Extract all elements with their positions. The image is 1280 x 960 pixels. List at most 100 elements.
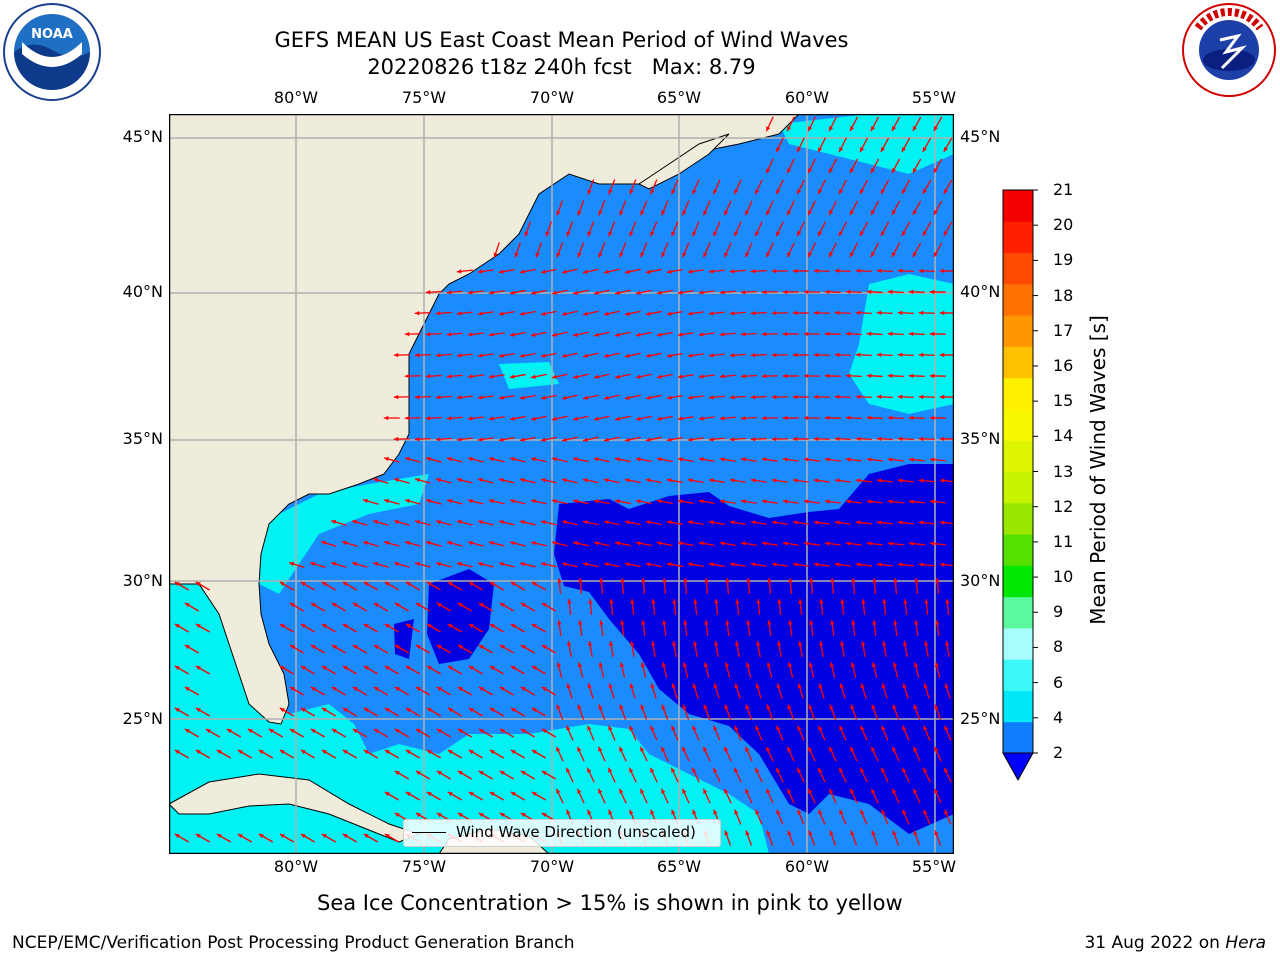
wave-direction-arrowhead <box>734 725 739 731</box>
wave-direction-arrowhead <box>813 478 819 483</box>
wave-direction-arrowhead <box>561 437 567 442</box>
wave-direction-arrowhead <box>645 478 651 483</box>
wave-direction-arrowhead <box>782 415 788 421</box>
wave-direction-arrowhead <box>184 645 190 650</box>
wave-direction-arrowhead <box>703 704 708 710</box>
wave-direction-arrowhead <box>394 771 400 776</box>
wave-direction-arrowhead <box>352 603 358 608</box>
wave-direction-arrowhead <box>566 231 571 237</box>
wave-direction-arrowhead <box>300 834 306 839</box>
wave-direction-arrowhead <box>310 645 316 650</box>
wave-direction-arrowhead <box>787 210 792 216</box>
wave-direction-arrowhead <box>488 332 494 337</box>
wave-direction-arrowhead <box>477 562 483 567</box>
colorbar-tick-label: 21 <box>1053 180 1074 199</box>
wave-direction-arrowhead <box>719 457 725 462</box>
colorbar-segment <box>1003 596 1033 629</box>
wave-direction-arrowhead <box>509 290 515 295</box>
wave-direction-arrowhead <box>363 750 369 755</box>
wave-direction-arrowhead <box>384 540 389 546</box>
colorbar-tick-label: 6 <box>1053 672 1064 692</box>
wave-direction-arrowhead <box>866 373 872 378</box>
wave-direction-arrowhead <box>708 311 714 316</box>
wave-direction-arrowhead <box>352 561 358 567</box>
wave-direction-arrowhead <box>855 310 861 315</box>
wave-direction-arrowhead <box>740 541 746 546</box>
wave-direction-arrowhead <box>708 437 714 442</box>
wave-direction-arrowhead <box>714 599 719 604</box>
wave-direction-arrowhead <box>876 520 882 525</box>
wave-direction-arrowhead <box>373 561 378 567</box>
short-period-region <box>427 569 494 664</box>
wave-direction-arrowhead <box>216 834 222 839</box>
wave-direction-arrowhead <box>803 415 809 421</box>
wave-direction-arrowhead <box>446 332 452 337</box>
wave-direction-arrowhead <box>908 373 914 379</box>
wave-direction-arrowhead <box>498 311 504 316</box>
wave-direction-arrowhead <box>414 394 420 400</box>
wave-direction-arrowhead <box>572 332 578 337</box>
wave-direction-arrowhead <box>446 374 452 379</box>
wave-direction-arrowhead <box>447 708 453 713</box>
wave-direction-arrowhead <box>891 252 897 258</box>
wave-direction-arrowhead <box>929 373 935 379</box>
wave-direction-arrowhead <box>782 289 788 295</box>
wave-direction-arrowhead <box>598 704 603 710</box>
lat-label-right: 25°N <box>960 709 1001 728</box>
wave-direction-arrowhead <box>640 788 645 794</box>
wave-direction-arrowhead <box>436 562 441 567</box>
wave-direction-arrowhead <box>561 478 567 483</box>
wave-direction-arrowhead <box>704 620 709 625</box>
wave-direction-arrowhead <box>761 331 767 337</box>
lon-label-bottom: 60°W <box>784 857 830 876</box>
wave-direction-arrowhead <box>447 541 452 546</box>
wave-direction-arrowhead <box>578 620 583 625</box>
wave-direction-arrowhead <box>708 269 714 274</box>
legend-line-swatch <box>412 832 446 833</box>
wave-direction-arrowhead <box>566 809 571 815</box>
colorbar-tick-label: 14 <box>1053 426 1074 446</box>
wave-direction-arrowhead <box>813 352 819 358</box>
wave-direction-arrowhead <box>918 478 924 483</box>
wave-direction-arrowhead <box>922 146 927 152</box>
wave-direction-arrowhead <box>415 729 421 734</box>
wave-direction-arrowhead <box>855 562 861 567</box>
wave-direction-arrowhead <box>829 252 834 258</box>
wave-direction-arrowhead <box>593 541 599 546</box>
wave-direction-arrowhead <box>766 252 771 258</box>
wave-direction-arrowhead <box>787 704 792 710</box>
wave-direction-arrowhead <box>829 126 834 132</box>
wave-direction-arrowhead <box>405 498 410 504</box>
wave-direction-arrowhead <box>866 457 872 462</box>
wave-direction-arrowhead <box>435 437 441 442</box>
wave-direction-arrowhead <box>792 562 798 567</box>
mid-period-region <box>499 362 559 389</box>
wave-direction-arrowhead <box>279 834 285 839</box>
wave-direction-arrowhead <box>384 792 390 797</box>
wave-direction-arrowhead <box>641 620 646 625</box>
wave-direction-arrowhead <box>871 746 876 752</box>
wave-direction-arrowhead <box>540 353 546 358</box>
wave-direction-arrowhead <box>692 231 697 237</box>
wave-direction-arrowhead <box>531 708 537 713</box>
wave-direction-arrowhead <box>499 603 505 608</box>
land-north-america <box>169 114 800 725</box>
wave-direction-arrowhead <box>908 331 914 337</box>
wave-direction-arrowhead <box>545 231 550 237</box>
wave-direction-arrowhead <box>687 478 693 483</box>
lon-label-top: 65°W <box>656 88 702 107</box>
wave-direction-arrowhead <box>882 599 887 604</box>
wave-direction-arrowhead <box>845 373 851 379</box>
wave-direction-arrowhead <box>797 147 802 153</box>
wave-direction-arrowhead <box>729 353 735 358</box>
wave-direction-arrowhead <box>851 620 856 625</box>
wave-direction-arrowhead <box>808 126 813 132</box>
wave-direction-arrowhead <box>614 457 620 462</box>
wave-direction-arrowhead <box>671 683 676 689</box>
wave-direction-arrowhead <box>237 750 243 755</box>
wave-direction-arrowhead <box>934 746 939 752</box>
wave-direction-arrowhead <box>509 332 515 337</box>
wave-direction-arrowhead <box>499 771 505 776</box>
wave-direction-arrowhead <box>300 624 306 629</box>
wave-direction-arrowhead <box>839 767 844 773</box>
